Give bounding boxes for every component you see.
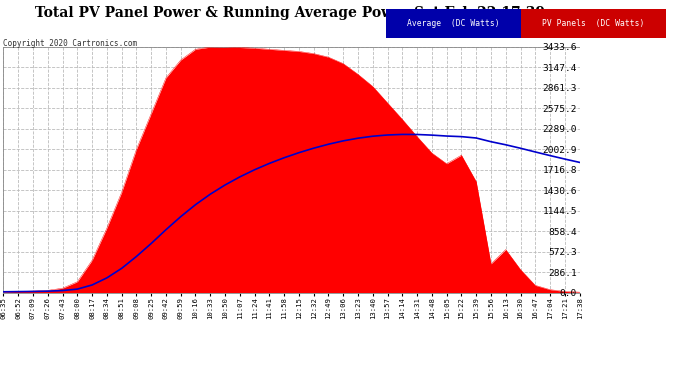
Text: PV Panels  (DC Watts): PV Panels (DC Watts) <box>542 19 644 28</box>
Text: Copyright 2020 Cartronics.com: Copyright 2020 Cartronics.com <box>3 39 137 48</box>
Text: Average  (DC Watts): Average (DC Watts) <box>407 19 500 28</box>
Text: Total PV Panel Power & Running Average Power Sat Feb 22 17:39: Total PV Panel Power & Running Average P… <box>34 6 545 20</box>
